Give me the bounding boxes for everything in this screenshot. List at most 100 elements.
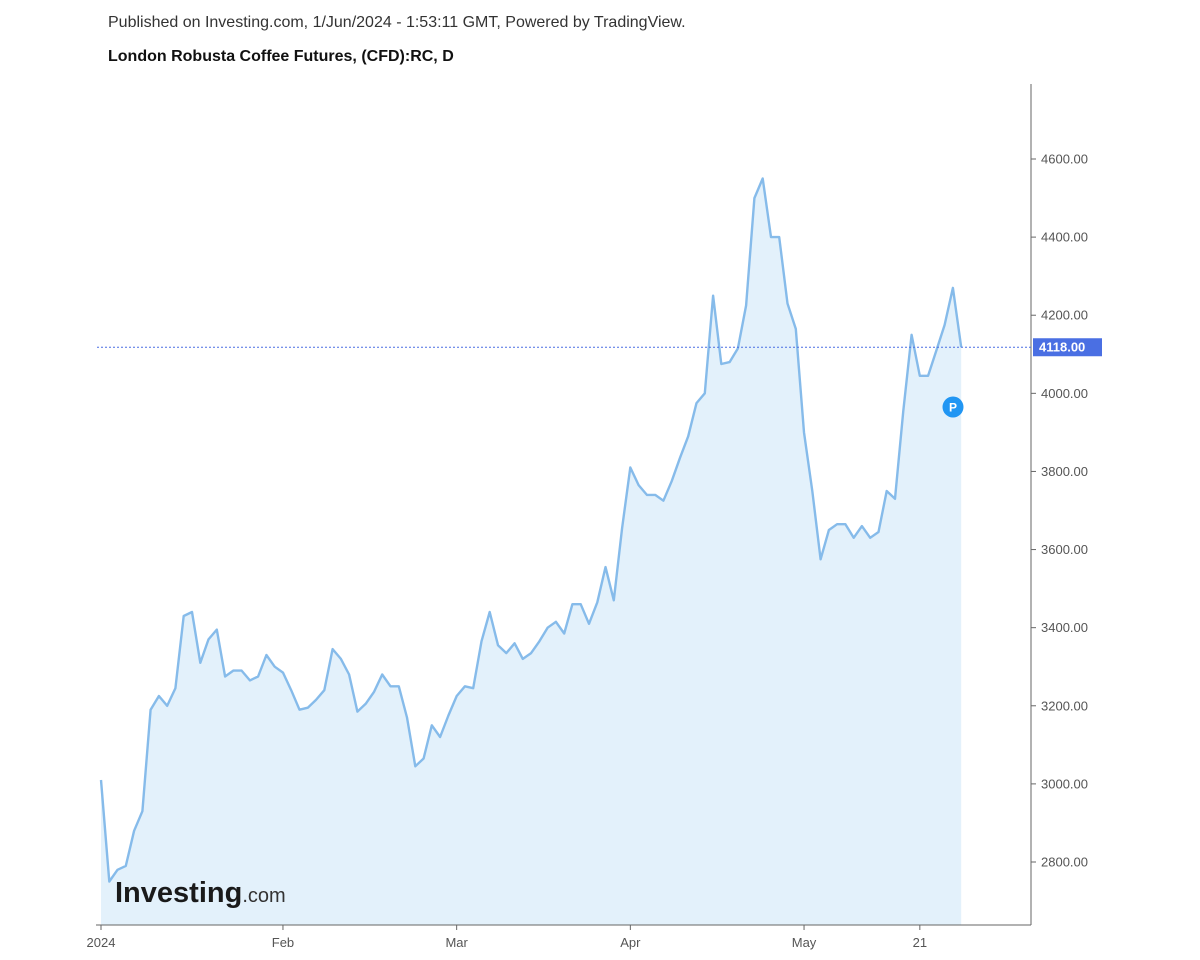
data-point (910, 334, 912, 336)
data-point (298, 709, 300, 711)
data-point (943, 324, 945, 326)
data-point (414, 765, 416, 767)
data-point (795, 328, 797, 330)
data-point (629, 466, 631, 468)
data-point (803, 431, 805, 433)
y-tick-label: 2800.00 (1041, 855, 1088, 870)
last-price-badge (1033, 338, 1102, 357)
data-point (712, 295, 714, 297)
data-point (836, 523, 838, 525)
data-point (216, 628, 218, 630)
data-point (307, 707, 309, 709)
series-area (101, 178, 962, 925)
data-point (422, 757, 424, 759)
data-point (728, 361, 730, 363)
data-point (886, 490, 888, 492)
data-point (274, 666, 276, 668)
data-point (398, 685, 400, 687)
data-point (613, 599, 615, 601)
data-point (232, 669, 234, 671)
data-point (811, 490, 813, 492)
data-point (786, 302, 788, 304)
data-point (191, 611, 193, 613)
data-point (497, 644, 499, 646)
data-point (381, 673, 383, 675)
data-point (695, 402, 697, 404)
data-point (183, 615, 185, 617)
data-point (646, 494, 648, 496)
y-tick-label: 3800.00 (1041, 464, 1088, 479)
data-point (662, 500, 664, 502)
x-tick-label: 21 (913, 935, 927, 950)
data-point (770, 236, 772, 238)
data-point (315, 699, 317, 701)
data-point (100, 779, 102, 781)
data-point (778, 236, 780, 238)
data-point (522, 658, 524, 660)
y-tick-label: 3400.00 (1041, 620, 1088, 635)
data-point (935, 349, 937, 351)
y-tick-label: 4600.00 (1041, 152, 1088, 167)
data-point (919, 375, 921, 377)
data-point (762, 177, 764, 179)
data-point (679, 457, 681, 459)
y-tick-label: 4200.00 (1041, 308, 1088, 323)
data-point (687, 435, 689, 437)
investing-logo: Investing.com (115, 877, 286, 909)
data-point (720, 363, 722, 365)
p-marker-icon[interactable]: P (942, 396, 964, 418)
data-point (571, 603, 573, 605)
data-point (125, 865, 127, 867)
data-point (133, 830, 135, 832)
data-point (513, 642, 515, 644)
series-line (99, 177, 963, 883)
y-tick-label: 4400.00 (1041, 230, 1088, 245)
data-point (207, 638, 209, 640)
data-point (819, 558, 821, 560)
x-tick-label: 2024 (87, 935, 116, 950)
data-point (108, 880, 110, 882)
data-point (472, 687, 474, 689)
data-point (373, 691, 375, 693)
x-tick-label: Mar (445, 935, 468, 950)
data-point (149, 709, 151, 711)
data-point (877, 531, 879, 533)
data-point (356, 710, 358, 712)
data-point (141, 810, 143, 812)
data-point (290, 689, 292, 691)
data-point (240, 669, 242, 671)
data-point (538, 640, 540, 642)
data-point (621, 527, 623, 529)
data-point (530, 652, 532, 654)
y-tick-label: 3600.00 (1041, 542, 1088, 557)
data-point (323, 689, 325, 691)
logo-main-text: Investing (115, 877, 242, 909)
published-note: Published on Investing.com, 1/Jun/2024 -… (108, 14, 686, 31)
data-point (902, 410, 904, 412)
data-point (844, 523, 846, 525)
data-point (265, 654, 267, 656)
data-point (166, 705, 168, 707)
data-point (637, 484, 639, 486)
data-point (604, 566, 606, 568)
data-point (282, 671, 284, 673)
data-point (704, 392, 706, 394)
data-point (894, 498, 896, 500)
data-point (927, 375, 929, 377)
data-point (348, 673, 350, 675)
svg-text:Investing.com: Investing.com (115, 877, 286, 909)
data-point (580, 603, 582, 605)
data-point (199, 662, 201, 664)
data-point (158, 695, 160, 697)
data-point (861, 525, 863, 527)
data-point (555, 621, 557, 623)
data-point (952, 287, 954, 289)
x-tick-label: Feb (272, 935, 294, 950)
data-point (431, 724, 433, 726)
logo-suffix-text: .com (242, 885, 285, 907)
data-point (671, 480, 673, 482)
data-point (365, 703, 367, 705)
y-tick-label: 3200.00 (1041, 698, 1088, 713)
data-point (331, 648, 333, 650)
